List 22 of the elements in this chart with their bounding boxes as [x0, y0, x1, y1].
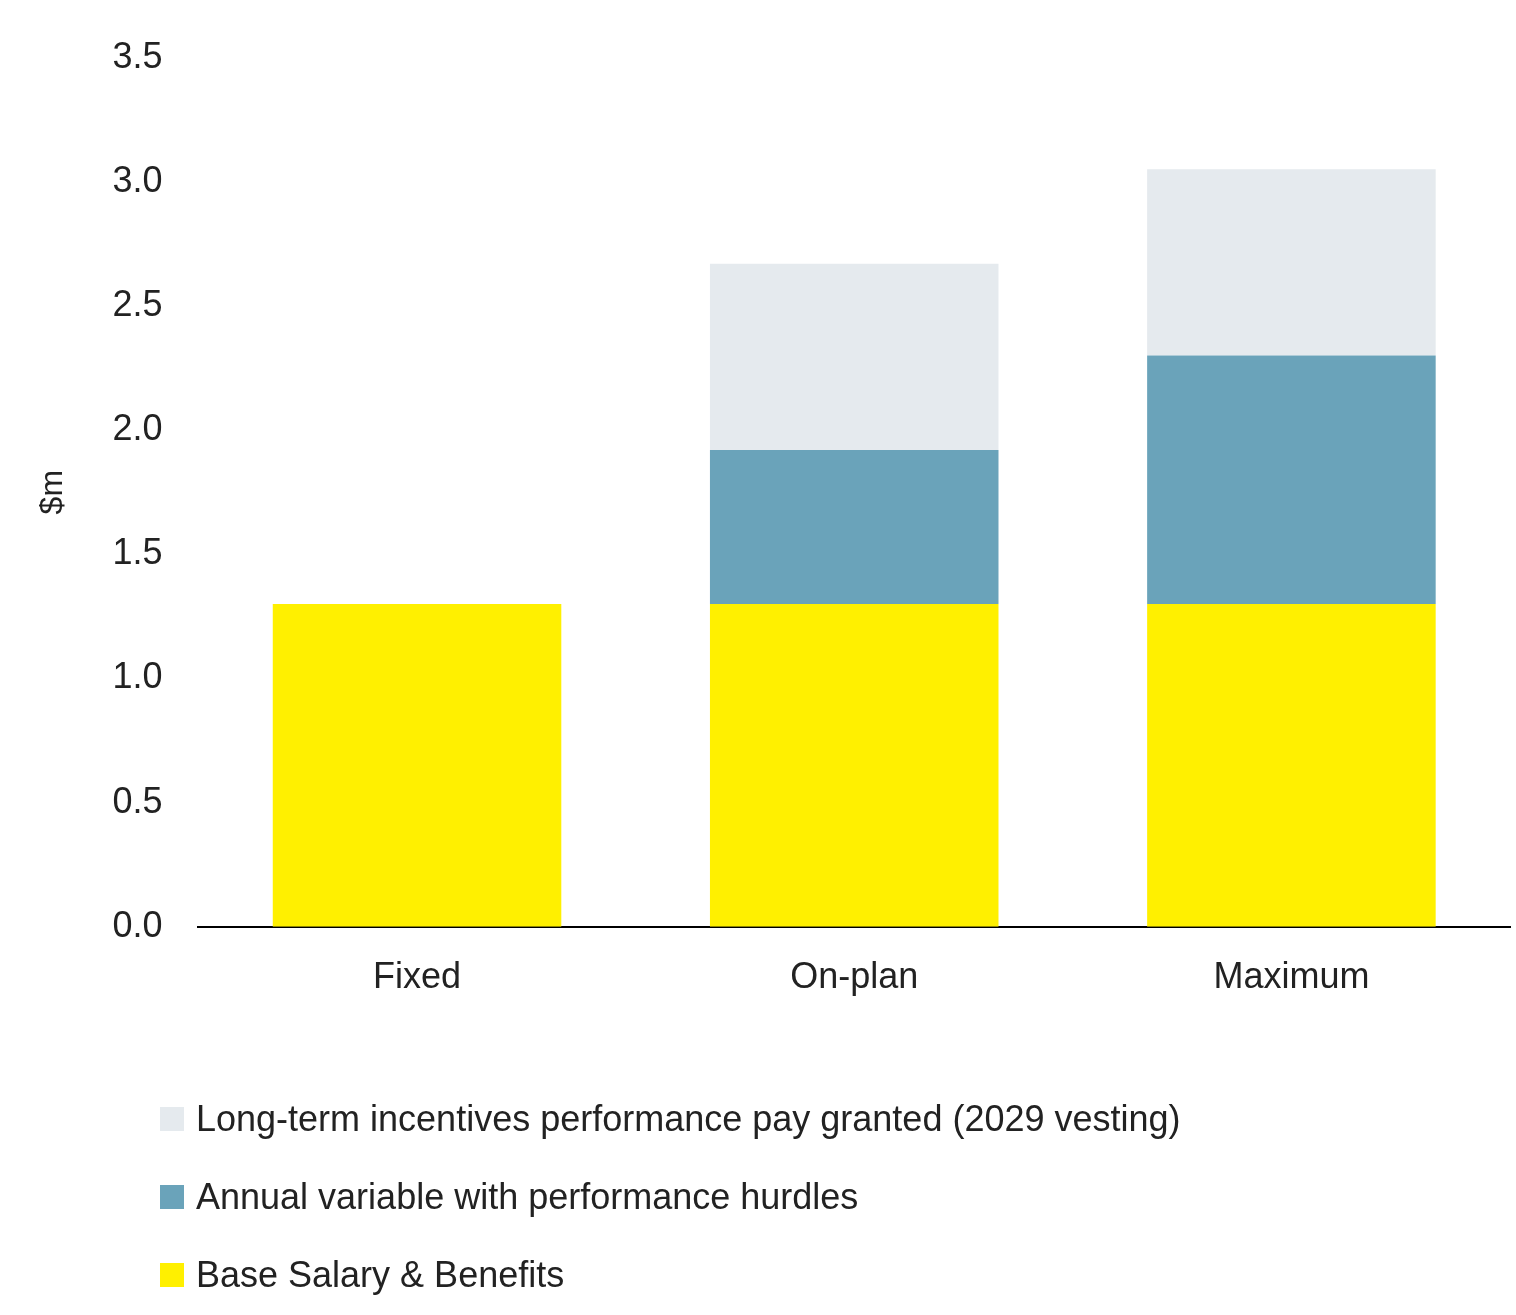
- y-tick-label: 2.5: [112, 282, 163, 324]
- y-axis-title: $m: [33, 469, 70, 515]
- y-tick-label: 3.5: [112, 34, 163, 76]
- bar: [709, 263, 999, 450]
- x-tick-label: On-plan: [790, 955, 919, 997]
- y-tick-label: 1.0: [112, 655, 163, 697]
- bar: [272, 603, 562, 927]
- bar: [1147, 355, 1436, 604]
- legend-label: Base Salary & Benefits: [196, 1254, 565, 1296]
- bar: [1147, 603, 1436, 927]
- x-tick-label: Maximum: [1213, 955, 1370, 997]
- y-tick-label: 3.0: [112, 158, 163, 200]
- legend-label: Long-term incentives performance pay granted (2029 vesting): [196, 1098, 1181, 1140]
- y-tick-label: 2.0: [112, 407, 163, 449]
- y-tick-label: 0.0: [112, 903, 163, 945]
- y-tick-label: 1.5: [112, 531, 163, 573]
- bar: [709, 449, 999, 604]
- x-tick-label: Fixed: [373, 955, 462, 997]
- legend-label: Annual variable with performance hurdles: [196, 1176, 859, 1218]
- bar: [1147, 169, 1436, 356]
- bar: [709, 603, 999, 927]
- y-tick-label: 0.5: [112, 779, 163, 821]
